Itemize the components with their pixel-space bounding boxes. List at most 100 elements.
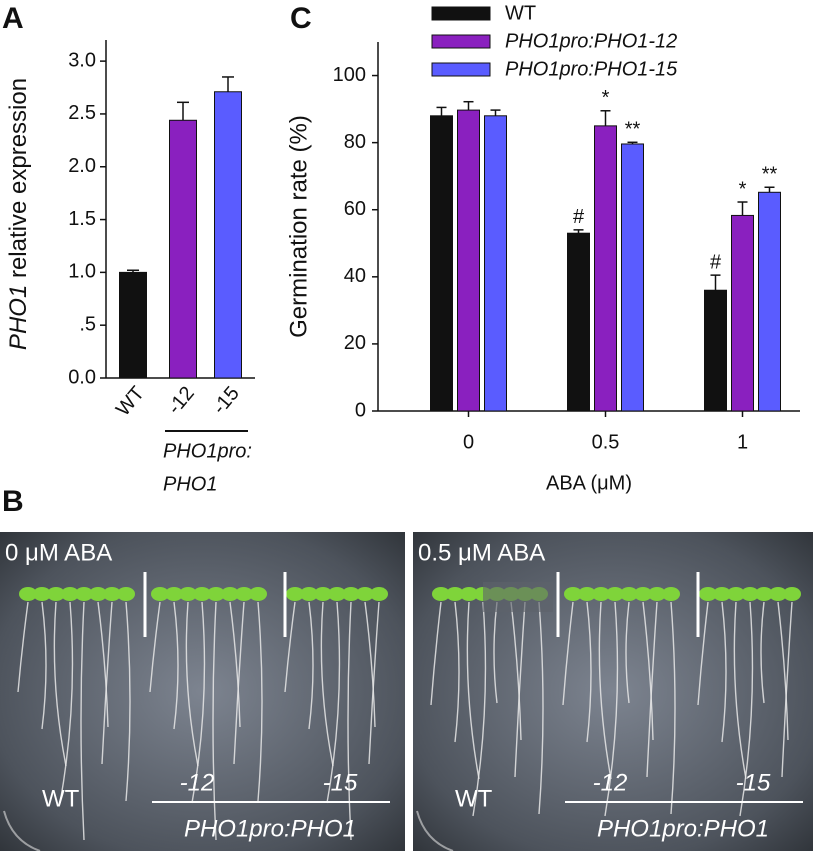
cotyledon <box>33 587 51 601</box>
condition-label: 0 μM ABA <box>5 539 112 566</box>
root <box>586 601 592 743</box>
x-tick-label: 0 <box>463 431 474 453</box>
cotyledon <box>249 587 267 601</box>
x-tick-label: 1 <box>737 431 748 453</box>
cotyledon <box>606 587 624 601</box>
cotyledon <box>592 587 610 601</box>
root <box>646 601 658 778</box>
root <box>598 601 612 780</box>
plate-rim <box>3 810 41 851</box>
cotyledon <box>370 587 388 601</box>
root <box>760 601 765 704</box>
bar <box>119 271 147 379</box>
root <box>53 601 67 767</box>
bar <box>704 289 727 412</box>
cotyledon <box>47 587 65 601</box>
cotyledon <box>755 587 773 601</box>
cotyledon <box>783 587 801 601</box>
cotyledon <box>356 587 374 601</box>
root <box>229 601 241 728</box>
x-tick-label: -12 <box>163 382 198 418</box>
root <box>125 601 131 802</box>
cotyledon <box>207 587 225 601</box>
bar <box>567 232 590 412</box>
y-tick-label: 40 <box>344 265 366 287</box>
plate-photo <box>413 532 813 851</box>
y-axis-title-rest: relative expression <box>5 78 32 278</box>
cotyledon <box>648 587 666 601</box>
root <box>781 601 793 778</box>
y-tick-label: 2.5 <box>68 102 96 124</box>
x-tick-label: -15 <box>208 382 243 418</box>
bar <box>594 125 617 412</box>
root <box>308 601 314 730</box>
significance-mark: * <box>739 178 747 200</box>
y-axis-title: Germination rate (%) <box>285 115 312 338</box>
root <box>604 601 619 817</box>
sparse-cover <box>483 582 553 612</box>
group-label: PHO1pro:PHO1 <box>597 815 769 842</box>
cotyledon <box>19 587 37 601</box>
legend-swatch <box>431 34 491 49</box>
cotyledon <box>713 587 731 601</box>
cotyledon <box>769 587 787 601</box>
legend-label: PHO1pro:PHO1-12 <box>505 30 677 52</box>
group-label: PHO1 <box>163 473 217 495</box>
y-tick-label: 1.5 <box>68 208 96 230</box>
legend-label: PHO1pro:PHO1-15 <box>505 58 678 80</box>
y-axis-title-italic: PHO1 <box>5 285 32 350</box>
cotyledon <box>151 587 169 601</box>
legend-swatch <box>431 62 491 77</box>
bar <box>621 143 644 412</box>
genotype-label: -15 <box>323 769 358 796</box>
root <box>101 601 113 765</box>
cotyledon <box>727 587 745 601</box>
root <box>777 601 789 741</box>
condition-label: 0.5 μM ABA <box>418 539 545 566</box>
cotyledon <box>165 587 183 601</box>
root <box>739 601 754 817</box>
x-tick-label: WT <box>112 382 149 420</box>
root <box>80 601 85 841</box>
y-tick-label: 20 <box>344 332 366 354</box>
root <box>510 601 522 741</box>
cotyledon <box>235 587 253 601</box>
root <box>320 601 334 767</box>
root <box>233 601 245 765</box>
cotyledon <box>741 587 759 601</box>
cotyledon <box>300 587 318 601</box>
root <box>721 601 727 743</box>
root <box>454 601 460 743</box>
cotyledon <box>634 587 652 601</box>
cotyledon <box>314 587 332 601</box>
genotype-label: -15 <box>736 769 771 796</box>
root <box>97 601 109 728</box>
significance-mark: ** <box>762 164 778 186</box>
root <box>173 601 179 730</box>
y-tick-label: 3.0 <box>68 49 96 71</box>
cotyledon <box>89 587 107 601</box>
root <box>17 601 29 693</box>
root <box>59 601 74 804</box>
root <box>368 601 380 765</box>
genotype-label: -12 <box>180 769 215 796</box>
legend-label: WT <box>505 2 536 24</box>
bar <box>731 214 754 412</box>
group-label: PHO1pro: <box>163 440 252 462</box>
panel-label: C <box>290 2 312 35</box>
cotyledon <box>342 587 360 601</box>
root <box>670 601 676 815</box>
x-axis-title: ABA (μM) <box>546 472 632 494</box>
cotyledon <box>286 587 304 601</box>
root <box>326 601 341 804</box>
panel-label: B <box>2 485 24 518</box>
cotyledon <box>221 587 239 601</box>
root <box>212 601 217 841</box>
root <box>697 601 709 706</box>
y-tick-label: 0 <box>355 399 366 421</box>
group-label: PHO1pro:PHO1 <box>184 815 356 842</box>
significance-mark: # <box>573 206 585 228</box>
bar <box>214 91 242 379</box>
legend-swatch <box>431 6 491 21</box>
